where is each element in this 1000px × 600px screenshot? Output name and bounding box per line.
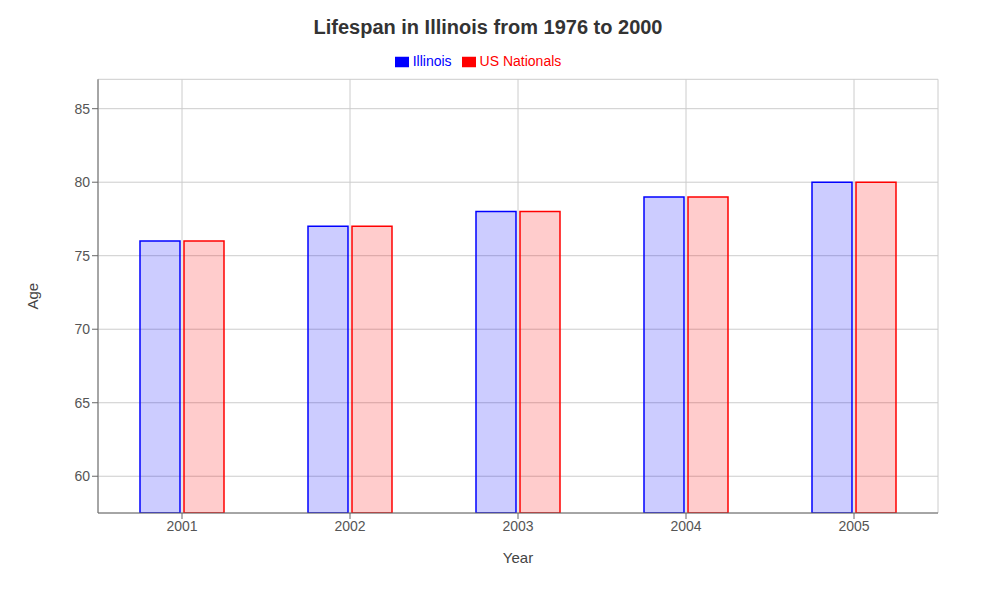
svg-text:85: 85 [74, 101, 90, 117]
svg-text:2005: 2005 [838, 518, 869, 534]
svg-text:65: 65 [74, 395, 90, 411]
svg-text:2004: 2004 [670, 518, 701, 534]
svg-text:75: 75 [74, 248, 90, 264]
html-text:Illinois: Illinois [412, 53, 452, 69]
svg-text:2001: 2001 [166, 518, 197, 534]
svg-text:Age: Age [24, 283, 41, 310]
svg-text:70: 70 [74, 321, 90, 337]
svg-text:2003: 2003 [502, 518, 533, 534]
svg-text:Year: Year [503, 549, 533, 566]
svg-text:60: 60 [74, 468, 90, 484]
html-text:US Nationals: US Nationals [479, 53, 562, 69]
svg-text:80: 80 [74, 174, 90, 190]
svg-text:2002: 2002 [334, 518, 365, 534]
html-text:Lifespan in Illinois from 1976: Lifespan in Illinois from 1976 to 2000 [313, 16, 663, 38]
